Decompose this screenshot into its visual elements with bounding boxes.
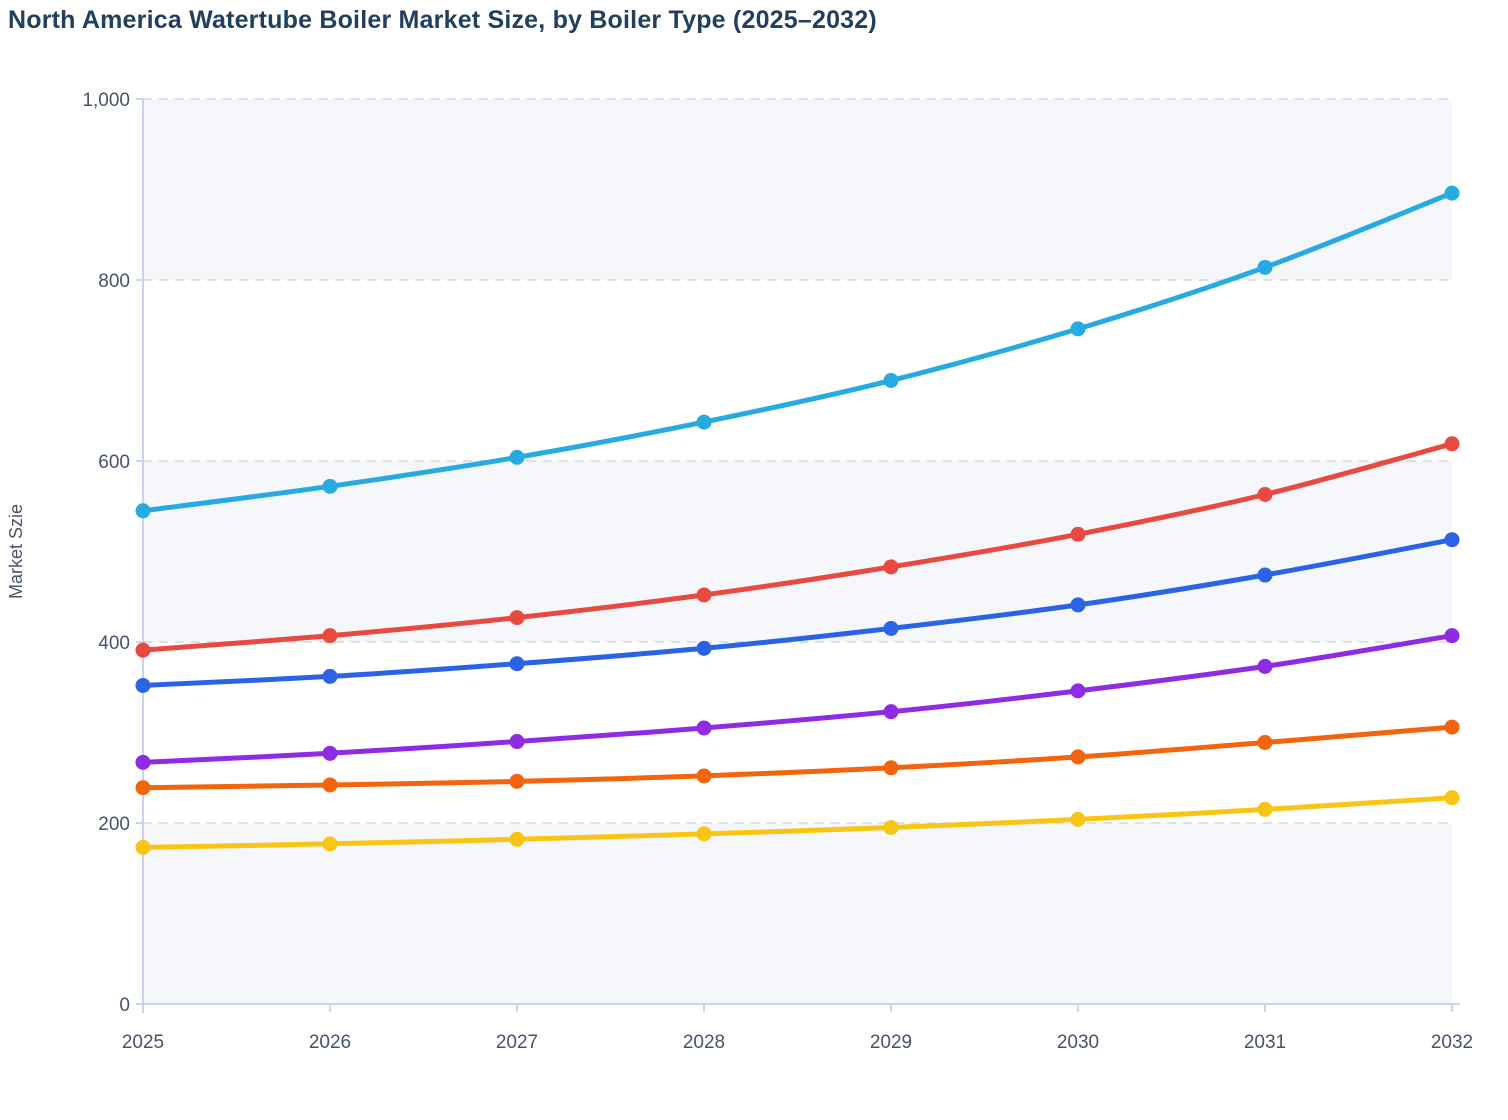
- plot-band: [143, 99, 1452, 280]
- series-yellow-marker[interactable]: [1070, 811, 1086, 827]
- plot-band: [143, 461, 1452, 642]
- series-purple-line[interactable]: [140, 633, 1455, 765]
- series-orange-marker[interactable]: [883, 760, 899, 776]
- series-yellow-marker[interactable]: [135, 839, 151, 855]
- chart-title: North America Watertube Boiler Market Si…: [8, 6, 877, 34]
- x-tick-label: 2026: [309, 1032, 351, 1053]
- x-tick-label: 2028: [683, 1032, 725, 1053]
- series-red-marker[interactable]: [322, 628, 338, 644]
- series-yellow-marker[interactable]: [1444, 790, 1460, 806]
- series-yellow-marker[interactable]: [883, 820, 899, 836]
- series-blue-line[interactable]: [140, 537, 1455, 688]
- series-red-line[interactable]: [140, 441, 1455, 653]
- series-cyan-marker[interactable]: [1257, 259, 1273, 275]
- series-blue-marker[interactable]: [696, 640, 712, 656]
- series-blue-marker[interactable]: [1257, 567, 1273, 583]
- series-red-marker[interactable]: [509, 610, 525, 626]
- plot-band: [143, 823, 1452, 1004]
- series-yellow-marker[interactable]: [509, 831, 525, 847]
- x-tick-label: 2030: [1057, 1032, 1099, 1053]
- series-yellow-marker[interactable]: [1257, 801, 1273, 817]
- series-cyan-marker[interactable]: [696, 414, 712, 430]
- series-purple-marker[interactable]: [1070, 683, 1086, 699]
- series-orange-marker[interactable]: [1257, 734, 1273, 750]
- series-orange-marker[interactable]: [135, 780, 151, 796]
- series-purple-marker[interactable]: [696, 720, 712, 736]
- series-orange-marker[interactable]: [322, 777, 338, 793]
- y-tick-label: 400: [98, 633, 130, 654]
- series-cyan-marker[interactable]: [322, 478, 338, 494]
- y-tick-label: 200: [98, 814, 130, 835]
- series-cyan-marker[interactable]: [509, 449, 525, 465]
- series-red-marker[interactable]: [696, 587, 712, 603]
- series-orange-marker[interactable]: [696, 768, 712, 784]
- series-red-marker[interactable]: [135, 642, 151, 658]
- series-blue-marker[interactable]: [1070, 597, 1086, 613]
- series-blue-marker[interactable]: [509, 656, 525, 672]
- series-yellow-marker[interactable]: [322, 836, 338, 852]
- x-tick-label: 2027: [496, 1032, 538, 1053]
- series-blue-marker[interactable]: [1444, 532, 1460, 548]
- series-purple-marker[interactable]: [322, 745, 338, 761]
- y-axis-title: Market Szie: [6, 504, 26, 599]
- x-tick-label: 2031: [1244, 1032, 1286, 1053]
- y-tick-label: 600: [98, 452, 130, 473]
- series-blue-marker[interactable]: [322, 668, 338, 684]
- series-blue-marker[interactable]: [883, 620, 899, 636]
- series-purple-marker[interactable]: [883, 704, 899, 720]
- series-yellow-marker[interactable]: [696, 826, 712, 842]
- series-orange-marker[interactable]: [509, 773, 525, 789]
- series-red-marker[interactable]: [1257, 486, 1273, 502]
- series-cyan-marker[interactable]: [883, 372, 899, 388]
- series-cyan-marker[interactable]: [1444, 185, 1460, 201]
- series-red-marker[interactable]: [883, 559, 899, 575]
- x-tick-label: 2029: [870, 1032, 912, 1053]
- y-tick-label: 1,000: [82, 90, 130, 111]
- series-purple-marker[interactable]: [509, 734, 525, 750]
- series-purple-marker[interactable]: [1444, 628, 1460, 644]
- y-tick-label: 0: [119, 995, 130, 1016]
- series-blue-marker[interactable]: [135, 677, 151, 693]
- series-purple-marker[interactable]: [1257, 658, 1273, 674]
- series-yellow-line[interactable]: [140, 795, 1455, 850]
- series-red-marker[interactable]: [1444, 436, 1460, 452]
- series-orange-marker[interactable]: [1444, 719, 1460, 735]
- series-cyan-line[interactable]: [140, 190, 1455, 514]
- series-purple-marker[interactable]: [135, 754, 151, 770]
- series-red-marker[interactable]: [1070, 526, 1086, 542]
- x-tick-label: 2025: [122, 1032, 164, 1053]
- series-orange-marker[interactable]: [1070, 749, 1086, 765]
- x-tick-label: 2032: [1431, 1032, 1473, 1053]
- y-tick-label: 800: [98, 271, 130, 292]
- series-cyan-marker[interactable]: [135, 503, 151, 519]
- series-cyan-marker[interactable]: [1070, 321, 1086, 337]
- series-orange-line[interactable]: [140, 724, 1455, 791]
